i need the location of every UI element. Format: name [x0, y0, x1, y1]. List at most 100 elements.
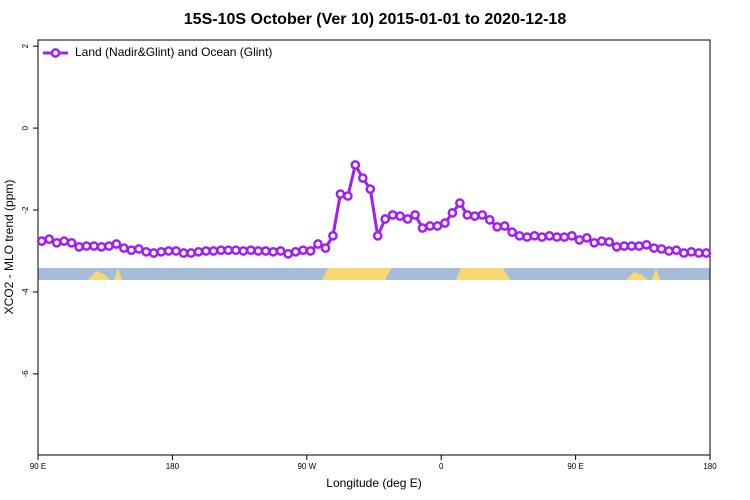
x-tick-label: 90 W: [297, 462, 316, 471]
data-point: [186, 248, 196, 258]
data-point: [559, 232, 570, 242]
y-tick-label: 0: [21, 125, 30, 130]
data-point: [686, 246, 697, 257]
data-point: [529, 230, 540, 241]
data-point: [201, 246, 211, 256]
y-tick-label: -4: [21, 288, 30, 296]
data-point: [260, 246, 271, 256]
data-point: [335, 189, 346, 199]
data-point: [462, 210, 473, 220]
data-point: [380, 214, 391, 224]
x-axis-label: Longitude (deg E): [326, 476, 421, 490]
data-point: [290, 246, 301, 257]
legend-label: Land (Nadir&Glint) and Ocean (Glint): [75, 45, 272, 59]
data-point: [36, 236, 47, 247]
data-point: [350, 160, 361, 170]
data-point: [544, 230, 555, 241]
data-point: [671, 245, 682, 256]
y-tick-label: 2: [21, 43, 30, 48]
data-point: [499, 221, 510, 231]
data-point: [447, 208, 458, 218]
x-tick-label: 180: [166, 462, 180, 471]
data-point: [365, 184, 376, 194]
data-point: [231, 245, 241, 256]
data-point: [305, 246, 316, 256]
data-point: [634, 241, 644, 251]
data-point: [664, 246, 674, 256]
data-point: [567, 230, 577, 241]
data-point: [656, 244, 667, 254]
y-tick-label: -6: [21, 370, 30, 378]
data-point: [574, 235, 585, 245]
data-point: [178, 248, 189, 258]
x-tick-label: 90 E: [567, 462, 583, 471]
data-point: [596, 236, 607, 247]
data-point: [626, 241, 637, 251]
data-point: [410, 210, 420, 220]
data-point: [320, 243, 331, 253]
data-point: [96, 242, 107, 252]
data-point: [275, 246, 286, 256]
data-point: [522, 232, 532, 242]
data-point: [253, 246, 264, 256]
data-point: [432, 221, 443, 231]
data-point: [619, 241, 629, 251]
data-point: [193, 246, 204, 257]
chart-title: 15S-10S October (Ver 10) 2015-01-01 to 2…: [184, 11, 567, 28]
data-point: [216, 245, 226, 256]
data-point: [126, 245, 137, 256]
y-tick-label: -2: [21, 206, 30, 214]
data-point: [514, 230, 525, 241]
data-point: [492, 221, 503, 232]
data-point: [581, 233, 592, 243]
x-tick-label: 180: [703, 462, 717, 471]
data-point: [604, 237, 615, 247]
data-point: [357, 173, 368, 183]
data-point: [589, 237, 600, 248]
data-point: [455, 198, 465, 208]
y-axis-label: XCO2 - MLO trend (ppm): [2, 180, 16, 315]
data-point: [440, 218, 450, 228]
data-point: [328, 230, 338, 241]
legend-marker: [50, 48, 61, 58]
x-tick-label: 0: [439, 462, 444, 471]
data-point: [268, 246, 279, 257]
data-point: [387, 210, 398, 220]
data-point: [74, 242, 84, 252]
data-point: [208, 246, 219, 256]
data-point: [552, 232, 562, 242]
data-point: [171, 246, 181, 256]
data-point: [417, 223, 428, 233]
data-point: [507, 227, 517, 237]
data-point: [59, 236, 69, 247]
data-point: [402, 214, 413, 224]
data-point: [313, 239, 323, 249]
data-point: [395, 211, 405, 222]
data-point: [163, 246, 174, 256]
data-point: [283, 248, 293, 259]
data-point: [89, 241, 99, 251]
data-point: [81, 241, 92, 251]
data-point: [119, 243, 129, 253]
data-point: [66, 237, 77, 248]
data-point: [372, 230, 383, 241]
data-point: [425, 221, 435, 231]
data-point: [343, 191, 353, 201]
data-point: [611, 242, 622, 252]
plot-frame: [37, 39, 711, 456]
data-point: [298, 245, 308, 256]
data-point: [238, 246, 249, 256]
data-point: [477, 210, 488, 220]
data-point: [484, 214, 495, 225]
data-point: [44, 234, 55, 244]
data-point: [245, 245, 256, 256]
data-point: [641, 239, 652, 250]
data-point: [679, 248, 689, 258]
data-point: [51, 237, 62, 248]
data-point: [133, 244, 144, 254]
data-point: [156, 246, 167, 257]
data-point: [537, 232, 547, 242]
data-point: [223, 245, 234, 256]
data-point: [649, 243, 659, 253]
